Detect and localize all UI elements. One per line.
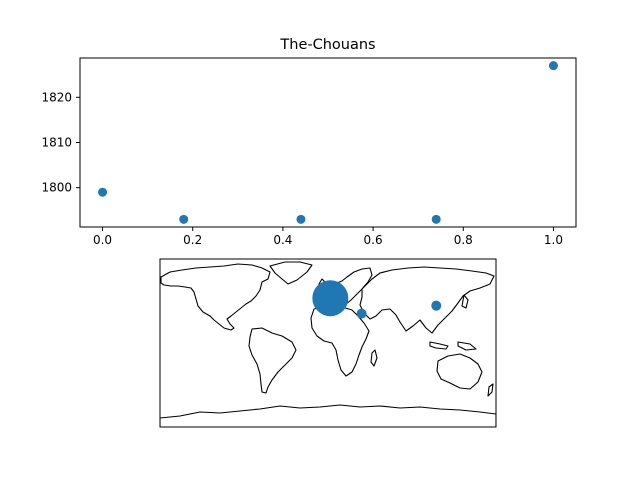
x-tick-label: 0.0 [93,233,112,247]
plot-frame [79,57,577,228]
japan-coast [461,294,469,309]
scatter-point [179,214,189,224]
antarctica-coast [160,404,496,427]
map-point [431,300,442,311]
africa-coast [310,305,370,377]
world-map [159,258,497,428]
x-tick-label: 0.6 [364,233,383,247]
coastlines [160,261,496,427]
south-america-coast [248,327,297,394]
asia-coast [359,266,495,334]
scatter-chart: The-Chouans 0.0 0.2 0.4 0.6 0.8 1.0 1800 1810 18… [41,37,577,247]
x-tick-label: 0.8 [454,233,473,247]
x-tick-label: 0.4 [273,233,292,247]
chart-title: The-Chouans [279,37,375,53]
map-point [356,308,367,319]
north-america-coast [160,263,271,331]
scatter-point [98,187,108,197]
map-points [312,280,442,319]
new-zealand-coast [487,383,494,397]
scatter-point [431,214,441,224]
greenland-coast [269,261,313,285]
indonesia-coast [429,341,449,350]
map-point [312,280,349,317]
x-tick-label: 0.2 [183,233,202,247]
australia-coast [436,353,483,390]
map-point [334,285,345,296]
y-tick-label: 1810 [41,136,72,150]
scatter-point [296,214,306,224]
x-tick-label: 1.0 [544,233,563,247]
new-guinea-coast [457,341,477,351]
madagascar-coast [370,349,378,367]
scatter-point [548,61,558,71]
y-tick-label: 1800 [41,181,72,195]
scatter-points [98,61,558,224]
axis-ticks: 0.0 0.2 0.4 0.6 0.8 1.0 1800 1810 1820 [41,90,563,247]
map-frame [159,258,497,428]
y-tick-label: 1820 [41,90,72,104]
